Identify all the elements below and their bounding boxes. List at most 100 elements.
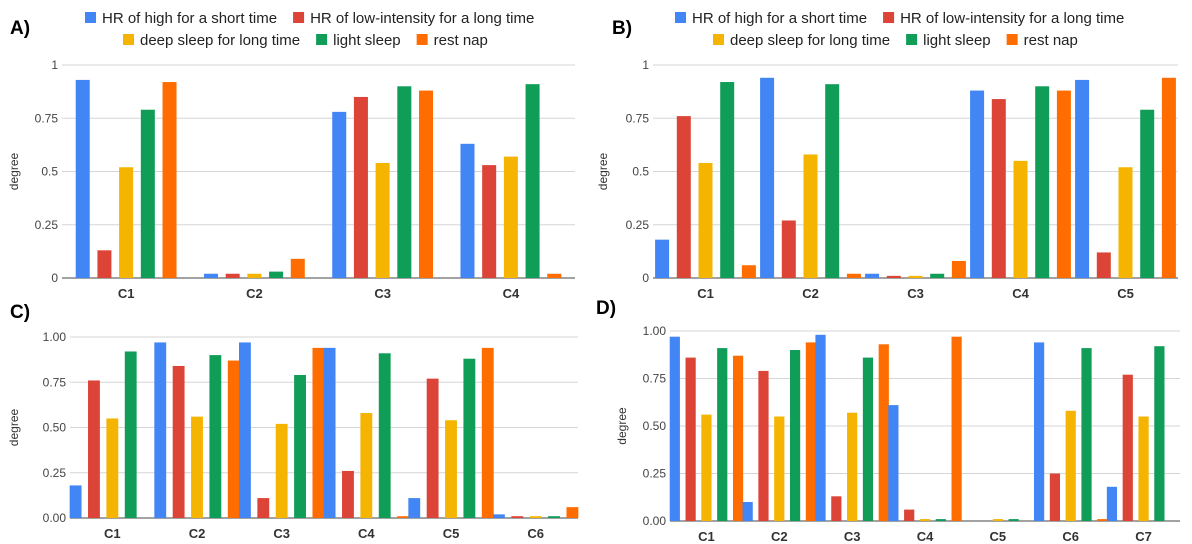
legend-swatch-b-2 — [1006, 34, 1018, 45]
y-tick-label-a: 1 — [51, 58, 58, 72]
bar-d-c7-s3 — [1138, 416, 1149, 521]
bar-d-c1-s5 — [732, 355, 744, 521]
panel-label-b: B) — [612, 18, 632, 39]
x-tick-label-b: C1 — [697, 286, 714, 301]
bar-d-c1-s3 — [701, 414, 712, 521]
bar-d-c6-s2 — [1049, 473, 1061, 521]
bar-c-c1-s3 — [106, 418, 119, 518]
bar-d-c4-s3 — [919, 519, 931, 521]
bar-c-c5-s1 — [408, 498, 421, 518]
bar-d-c4-s2 — [904, 509, 915, 521]
y-tick-label-d: 1.00 — [643, 324, 667, 338]
x-tick-label-c: C5 — [443, 526, 460, 541]
x-tick-label-a: C2 — [246, 286, 263, 301]
bar-a-c4-s5 — [547, 273, 562, 278]
bar-a-c3-s1 — [332, 111, 347, 278]
bar-c-c6-s4 — [548, 516, 560, 518]
bar-d-c3-s4 — [862, 357, 874, 521]
bar-b-c2-s1 — [760, 77, 775, 278]
bar-d-c4-s4 — [935, 519, 946, 521]
bar-b-c3-s5 — [951, 260, 966, 278]
legend-label-b: HR of high for a short time — [692, 10, 867, 27]
bar-c-c3-s5 — [312, 347, 325, 518]
bar-b-c2-s3 — [803, 154, 818, 278]
bar-c-c2-s2 — [172, 365, 185, 518]
bar-c-c3-s1 — [238, 342, 251, 518]
bar-b-c1-s4 — [720, 82, 735, 278]
bar-c-c6-s5 — [566, 507, 579, 518]
bar-c-c5-s2 — [426, 378, 439, 518]
y-tick-label-d: 0.50 — [643, 419, 667, 433]
x-tick-label-b: C5 — [1117, 286, 1134, 301]
bar-a-c1-s3 — [119, 167, 134, 278]
bar-d-c2-s2 — [758, 370, 769, 521]
bar-d-c1-s4 — [717, 348, 728, 521]
bar-b-c1-s2 — [676, 116, 691, 279]
bar-c-c5-s3 — [445, 420, 457, 518]
x-tick-label-d: C7 — [1135, 529, 1152, 544]
legend-label-a: light sleep — [333, 32, 401, 49]
x-tick-label-c: C1 — [104, 526, 121, 541]
bar-d-c4-s1 — [888, 405, 899, 521]
panel-label-d: D) — [596, 298, 616, 319]
bar-a-c1-s2 — [97, 250, 112, 278]
bar-a-c4-s2 — [482, 165, 497, 278]
x-tick-label-d: C4 — [917, 529, 934, 544]
x-tick-label-a: C3 — [374, 286, 391, 301]
y-tick-label-b: 0.5 — [632, 165, 649, 179]
y-tick-label-c: 0.50 — [43, 421, 67, 435]
x-tick-label-d: C5 — [990, 529, 1007, 544]
panel-label-c: C) — [10, 302, 30, 323]
legend-swatch-a-0 — [123, 34, 134, 45]
bar-c-c6-s2 — [511, 516, 524, 518]
y-tick-label-b: 0.25 — [626, 218, 650, 232]
x-tick-label-a: C1 — [118, 286, 135, 301]
bar-c-c2-s1 — [154, 342, 167, 518]
y-tick-label-c: 1.00 — [43, 330, 67, 344]
bar-a-c1-s5 — [162, 82, 177, 278]
panel-a: A) HR of high for a short time HR of low-i… — [0, 0, 592, 305]
bar-c-c4-s3 — [360, 413, 373, 518]
bar-d-c2-s4 — [789, 350, 801, 521]
legend-swatch-b-0 — [675, 12, 686, 23]
panel-d: D) 0.00 0.25 0.50 0.75 1.00 degree C1 C2 C3 C4 C5 C6… — [596, 296, 1192, 544]
bar-d-c5-s4 — [1008, 519, 1019, 521]
bar-c-c3-s4 — [294, 375, 306, 518]
bar-d-c2-s5 — [805, 342, 817, 521]
bar-a-c3-s3 — [375, 162, 390, 278]
y-tick-label-a: 0.25 — [35, 218, 59, 232]
panel-c: C) 0.00 0.25 0.50 0.75 1.00 degree C1 C2 C3 C4 C5 C6 — [0, 296, 592, 544]
x-tick-label-d: C6 — [1062, 529, 1079, 544]
bar-a-c1-s1 — [75, 79, 90, 278]
chart-b: B) HR of high for a short time HR of low-i… — [596, 10, 1178, 301]
bar-a-c3-s5 — [419, 90, 434, 278]
y-tick-label-d: 0.25 — [643, 467, 667, 481]
x-tick-label-c: C3 — [273, 526, 290, 541]
bar-a-c4-s4 — [525, 84, 540, 278]
bar-c-c4-s1 — [323, 347, 336, 518]
legend-label-a: deep sleep for long time — [140, 32, 300, 49]
panel-b: B) HR of high for a short time HR of low-i… — [596, 0, 1192, 305]
bar-d-c2-s3 — [774, 416, 785, 521]
legend-label-b: HR of low-intensity for a long time — [900, 10, 1124, 27]
bar-c-c3-s3 — [275, 423, 288, 518]
bar-b-c3-s3 — [908, 275, 923, 278]
bar-d-c1-s1 — [669, 336, 680, 521]
bar-d-c4-s5 — [951, 336, 962, 521]
x-tick-label-c: C4 — [358, 526, 375, 541]
x-tick-label-b: C2 — [802, 286, 819, 301]
bar-d-c6-s5 — [1097, 519, 1108, 521]
bar-c-c6-s3 — [529, 516, 542, 518]
bar-d-c6-s4 — [1081, 348, 1092, 521]
bar-c-c2-s3 — [191, 416, 203, 518]
bar-b-c3-s4 — [930, 273, 945, 278]
y-tick-label-c: 0.75 — [43, 375, 67, 389]
bar-a-c2-s5 — [290, 258, 305, 278]
y-axis-label-b: degree — [596, 152, 610, 190]
bar-b-c4-s3 — [1013, 160, 1028, 278]
bar-a-c1-s4 — [140, 109, 155, 278]
bar-d-c5-s3 — [992, 519, 1003, 521]
bar-b-c5-s2 — [1096, 252, 1111, 278]
y-axis-label-d: degree — [615, 407, 629, 445]
bar-d-c1-s2 — [685, 357, 696, 521]
